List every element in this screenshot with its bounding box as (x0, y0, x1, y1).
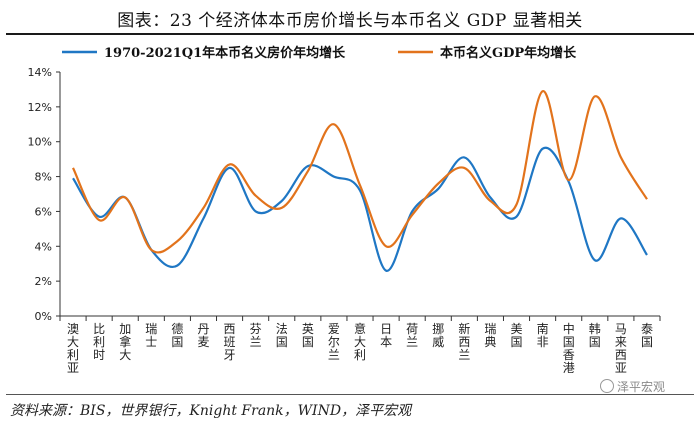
footer-divider (6, 394, 694, 395)
x-tick-label: 挪威 (432, 322, 444, 349)
y-tick-label: 6% (35, 205, 52, 218)
y-tick-label: 10% (28, 136, 52, 149)
legend-label-series1: 1970-2021Q1年本币名义房价年均增长 (104, 45, 346, 61)
x-tick-label: 德国 (171, 321, 183, 349)
x-tick-label: 比利时 (93, 322, 105, 362)
watermark: 泽平宏观 (600, 378, 665, 395)
x-tick-label: 中国香港 (563, 321, 575, 375)
x-tick-label: 英国 (302, 322, 314, 349)
x-tick-label: 西班牙 (224, 322, 236, 362)
series-line-1 (72, 146, 648, 272)
x-tick-label: 日本 (380, 322, 392, 349)
y-tick-label: 2% (35, 275, 52, 288)
x-tick-label: 荷兰 (406, 322, 418, 349)
source-note: 资料来源：BIS，世界银行，Knight Frank，WIND，泽平宏观 (10, 403, 412, 419)
title-divider (6, 33, 694, 35)
x-tick-label: 南非 (537, 321, 549, 349)
x-tick-label: 加拿大 (119, 322, 131, 362)
x-tick-label: 丹麦 (197, 322, 209, 349)
x-tick-label: 瑞士 (145, 322, 157, 349)
x-tick-label: 泰国 (641, 322, 653, 349)
x-tick-label: 芬兰 (250, 322, 262, 349)
y-tick-label: 8% (35, 171, 52, 184)
series-line-2 (72, 90, 648, 254)
x-tick-label: 新西兰 (458, 321, 470, 362)
x-tick-label: 韩国 (589, 321, 601, 349)
x-tick-label: 爱尔兰 (328, 322, 340, 362)
wechat-logo-icon (600, 379, 614, 393)
y-tick-label: 4% (35, 240, 52, 253)
x-tick-label: 马来西亚 (615, 322, 627, 375)
chart-title: 图表：23 个经济体本币房价增长与本币名义 GDP 显著相关 (117, 11, 583, 31)
x-tick-label: 瑞典 (484, 322, 496, 349)
y-tick-label: 12% (28, 101, 52, 114)
legend: 1970-2021Q1年本币名义房价年均增长 本币名义GDP年均增长 (62, 45, 577, 61)
legend-label-series2: 本币名义GDP年均增长 (440, 45, 577, 61)
x-tick-label: 美国 (511, 322, 523, 349)
watermark-text: 泽平宏观 (617, 380, 666, 394)
x-tick-label: 法国 (276, 322, 288, 349)
line-chart: 1970-2021Q1年本币名义房价年均增长 本币名义GDP年均增长 0% 2% 4… (28, 45, 661, 375)
x-tick-label: 意大利 (354, 321, 366, 362)
y-tick-label: 14% (28, 66, 52, 79)
x-tick-label: 澳大利亚 (67, 322, 79, 375)
y-tick-label: 0% (35, 310, 52, 323)
